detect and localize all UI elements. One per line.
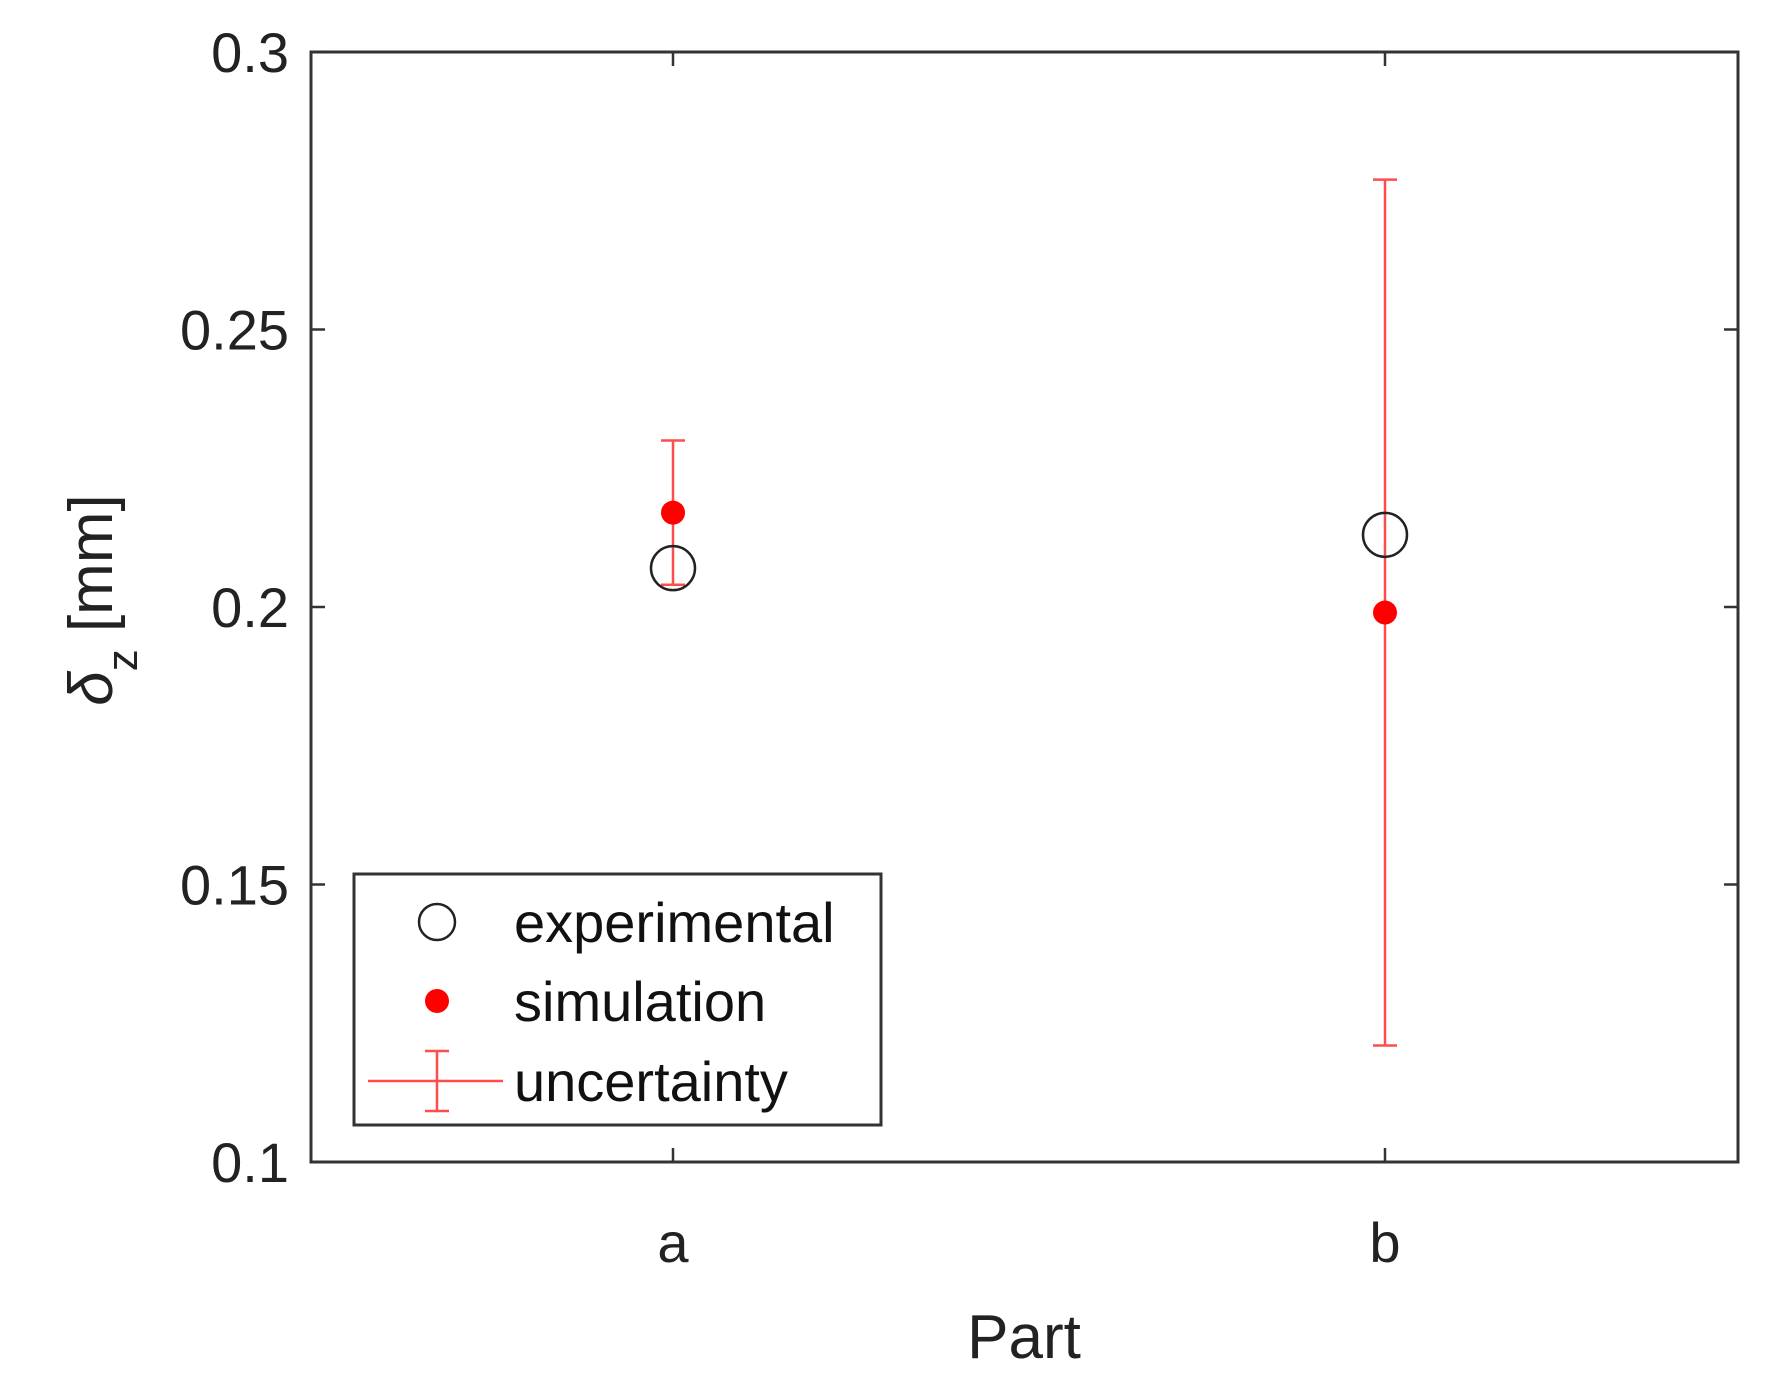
y-tick-label: 0.1 — [211, 1131, 289, 1194]
legend-experimental-icon — [417, 902, 457, 942]
legend-label-simulation: simulation — [514, 970, 766, 1033]
point-simulation-a — [661, 500, 685, 525]
legend: experimental simulation uncertainty — [352, 872, 883, 1127]
x-axis-label: Part — [967, 1303, 1081, 1372]
y-axis-label-unit: [mm] — [57, 494, 126, 649]
y-tick-label: 0.15 — [180, 854, 289, 917]
point-experimental-a — [649, 544, 697, 592]
legend-label-uncertainty: uncertainty — [514, 1050, 788, 1113]
legend-simulation-icon — [425, 989, 449, 1013]
y-tick-label: 0.2 — [211, 576, 289, 639]
axis-ticks — [311, 50, 1738, 1164]
legend-label-experimental: experimental — [514, 891, 835, 954]
y-tick-label: 0.25 — [180, 299, 289, 362]
y-axis-label-symbol: δ — [57, 671, 126, 706]
data-points — [649, 500, 1409, 625]
legend-uncertainty-icon — [368, 1049, 503, 1113]
y-tick-labels: 0.1 0.15 0.2 0.25 0.3 — [180, 21, 289, 1194]
x-tick-label: b — [1369, 1211, 1400, 1274]
y-axis-label: δz [mm] — [57, 494, 147, 705]
point-experimental-b — [1361, 511, 1409, 559]
point-simulation-b — [1373, 600, 1397, 625]
y-axis-label-subscript: z — [98, 649, 147, 671]
x-tick-label: a — [657, 1211, 689, 1274]
y-tick-label: 0.3 — [211, 21, 289, 84]
